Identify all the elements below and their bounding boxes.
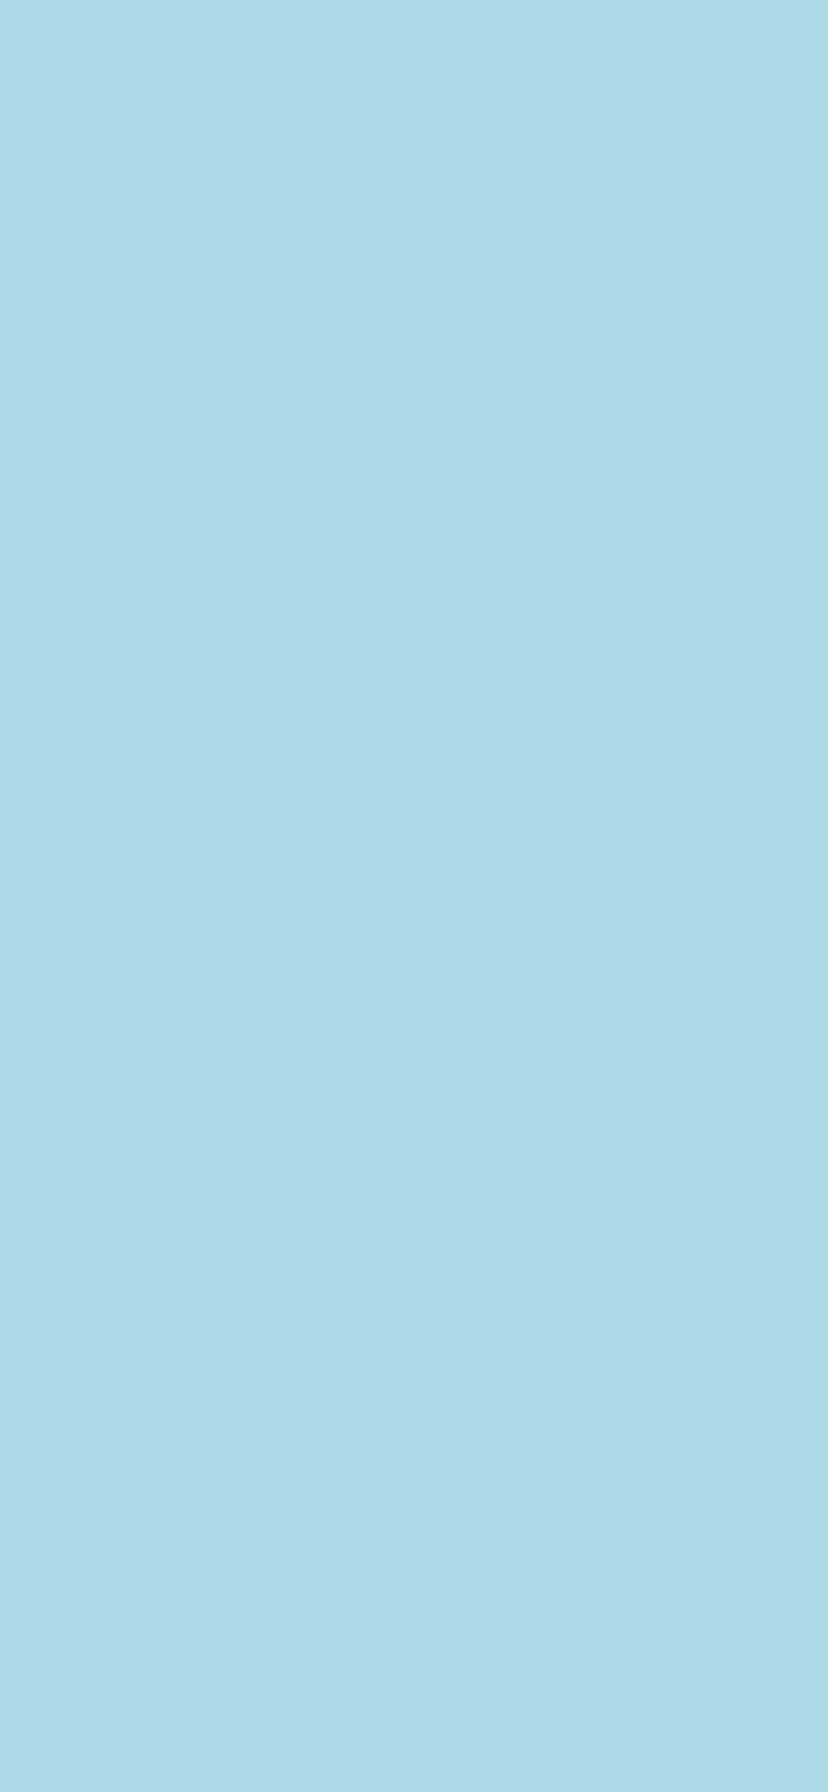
word-cloud xyxy=(0,0,828,1792)
